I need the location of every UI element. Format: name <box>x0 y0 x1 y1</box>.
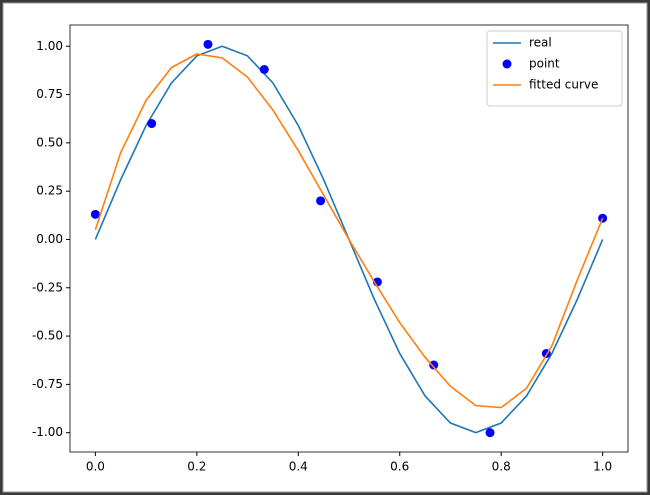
legend-label: fitted curve <box>529 78 598 92</box>
x-tick-label: 1.0 <box>593 460 612 474</box>
point <box>485 428 495 438</box>
point <box>429 360 439 370</box>
point <box>147 119 157 129</box>
legend-marker <box>502 59 512 69</box>
y-tick-label: 0.75 <box>36 87 63 101</box>
legend-label: real <box>529 36 552 50</box>
point <box>90 209 100 219</box>
point <box>259 64 269 74</box>
plot-frame <box>69 24 629 453</box>
x-tick-label: 0.8 <box>492 460 511 474</box>
y-tick-label: 0.50 <box>36 135 63 149</box>
point <box>203 39 213 49</box>
y-tick-label: 0.00 <box>36 232 63 246</box>
y-tick-label: -1.00 <box>32 425 63 439</box>
y-tick-label: -0.25 <box>32 280 63 294</box>
x-tick-label: 0.6 <box>390 460 409 474</box>
legend-label: point <box>529 57 560 71</box>
x-tick-label: 0.0 <box>86 460 105 474</box>
x-tick-label: 0.2 <box>187 460 206 474</box>
y-tick-label: -0.50 <box>32 329 63 343</box>
y-tick-label: 1.00 <box>36 39 63 53</box>
y-tick-label: -0.75 <box>32 377 63 391</box>
y-tick-label: 0.25 <box>36 184 63 198</box>
series-line <box>94 53 604 409</box>
x-tick-label: 0.4 <box>289 460 308 474</box>
legend-box <box>486 30 623 107</box>
point <box>316 196 326 206</box>
